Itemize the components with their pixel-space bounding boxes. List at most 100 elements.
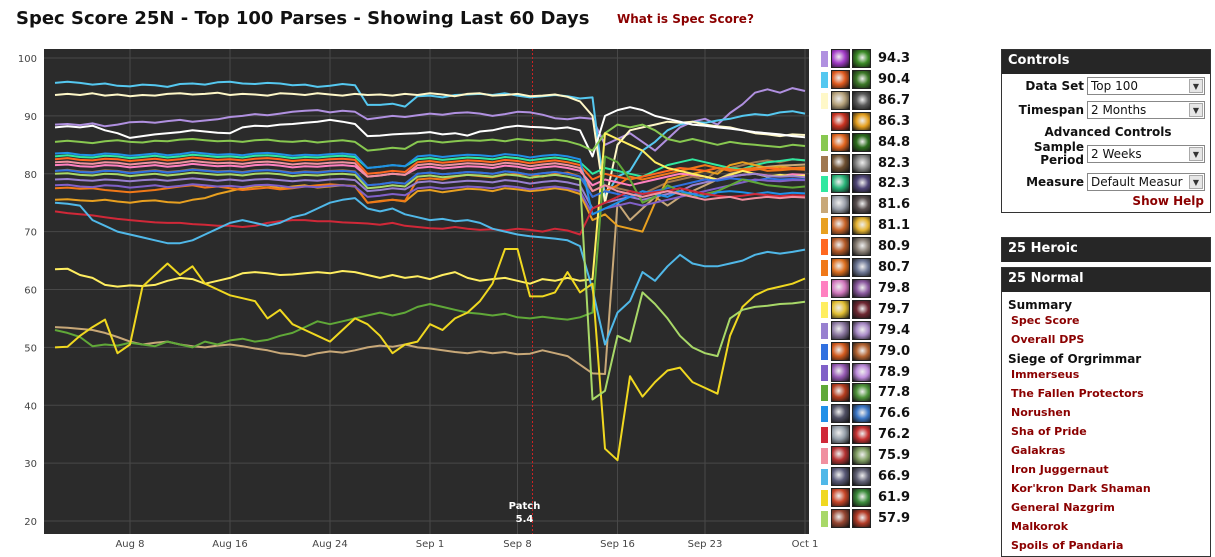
class-icon [831, 425, 850, 445]
series-line [54, 162, 806, 187]
series-line [54, 156, 806, 181]
legend-swatch [821, 92, 828, 109]
legend-swatch [821, 510, 828, 527]
y-tick-label: 50 [24, 343, 37, 354]
legend-row: 90.4 [821, 69, 916, 90]
legend-row: 86.3 [821, 111, 916, 132]
legend-row: 86.7 [821, 90, 916, 111]
boss-link[interactable]: General Nazgrim [1011, 501, 1115, 514]
x-tick-label: Aug 24 [312, 539, 347, 550]
legend-row: 79.0 [821, 341, 916, 362]
raid-section-label: Siege of Orgrimmar [1008, 352, 1142, 366]
series-line [54, 187, 806, 236]
legend-swatch [821, 301, 828, 318]
spec-icon [852, 195, 871, 215]
legend-value: 82.3 [878, 155, 911, 171]
sample-period-label: Sample Period [1033, 140, 1084, 167]
class-icon [831, 132, 850, 152]
spec-icon [852, 425, 871, 445]
spec-icon [852, 508, 871, 528]
legend-value: 80.9 [878, 239, 911, 255]
x-tick-label: Sep 1 [416, 539, 444, 550]
class-icon [831, 278, 850, 298]
legend-value: 80.7 [878, 260, 911, 275]
y-tick-label: 90 [24, 112, 37, 123]
legend-swatch [821, 489, 828, 506]
class-icon [831, 508, 850, 528]
legend-row: 79.4 [821, 320, 916, 341]
legend-row: 79.8 [821, 278, 916, 299]
patch-label: Patch [509, 501, 541, 512]
what-is-spec-score-link[interactable]: What is Spec Score? [617, 12, 754, 26]
legend-row: 81.1 [821, 216, 916, 236]
heroic-panel[interactable]: 25 Heroic [1001, 237, 1211, 262]
legend-value: 79.8 [878, 280, 911, 296]
boss-link[interactable]: Kor'kron Dark Shaman [1011, 482, 1151, 495]
boss-link[interactable]: Malkorok [1011, 520, 1069, 533]
class-icon [831, 362, 850, 382]
timespan-select[interactable]: 2 Months ▼ [1087, 101, 1205, 119]
legend-row: 76.2 [821, 425, 916, 445]
boss-link[interactable]: Galakras [1011, 444, 1066, 457]
spec-icon [852, 467, 871, 486]
summary-link[interactable]: Spec Score [1011, 314, 1080, 327]
series-line [54, 160, 806, 201]
legend-value: 86.7 [878, 92, 911, 108]
y-tick-label: 80 [24, 170, 37, 181]
measure-select[interactable]: Default Measur ▼ [1087, 173, 1205, 191]
class-icon [831, 487, 850, 507]
boss-link[interactable]: Norushen [1011, 406, 1071, 419]
legend-swatch [821, 448, 828, 465]
spec-icon [852, 299, 871, 319]
legend-row: 80.7 [821, 258, 916, 278]
legend-value: 82.3 [878, 176, 911, 192]
legend-swatch [821, 218, 828, 235]
legend-row: 79.7 [821, 299, 916, 320]
data-set-select[interactable]: Top 100 ▼ [1087, 77, 1205, 95]
series-line [54, 151, 806, 216]
legend-swatch [821, 197, 828, 214]
legend-swatch [821, 260, 828, 276]
y-tick-label: 40 [24, 401, 37, 412]
series-line [54, 106, 806, 158]
x-tick-label: Oct 1 [792, 539, 819, 550]
x-tick-label: Sep 23 [688, 539, 723, 550]
class-icon [831, 383, 850, 403]
legend-swatch [821, 51, 828, 67]
series-line [54, 248, 806, 462]
boss-link[interactable]: Sha of Pride [1011, 425, 1087, 438]
legend-swatch [821, 343, 828, 360]
series-line [54, 132, 806, 288]
spec-icon [852, 153, 871, 173]
y-tick-label: 70 [24, 228, 37, 239]
legend-value: 79.7 [878, 301, 911, 317]
boss-link[interactable]: Spoils of Pandaria [1011, 539, 1124, 552]
sample-period-select[interactable]: 2 Weeks ▼ [1087, 145, 1205, 163]
legend-value: 90.4 [878, 71, 911, 87]
legend-value: 75.9 [878, 448, 911, 464]
legend-row: 76.6 [821, 404, 916, 424]
legend-value: 79.0 [878, 343, 911, 359]
spec-score-chart: 20 30 40 50 60 70 80 90 100 Aug 8 Aug 16 Aug 24 Sep … [0, 44, 820, 552]
show-help-link[interactable]: Show Help [1132, 194, 1204, 208]
spec-icon [852, 404, 871, 424]
normal-heading[interactable]: 25 Normal [1002, 268, 1210, 292]
boss-link[interactable]: The Fallen Protectors [1011, 387, 1144, 400]
spec-icon [852, 320, 871, 340]
class-icon [831, 216, 850, 236]
legend-swatch [821, 280, 828, 297]
legend-row: 82.3 [821, 153, 916, 174]
legend-row: 84.8 [821, 132, 916, 153]
heroic-heading[interactable]: 25 Heroic [1002, 238, 1210, 262]
controls-panel: Controls Data Set Top 100 ▼ Timespan 2 M… [1001, 49, 1211, 213]
boss-link[interactable]: Iron Juggernaut [1011, 463, 1109, 476]
chevron-down-icon: ▼ [1189, 175, 1203, 189]
chart-svg: 20 30 40 50 60 70 80 90 100 Aug 8 Aug 16 Aug 24 Sep … [18, 49, 819, 550]
legend-swatch [821, 239, 828, 256]
spec-icon [852, 111, 871, 131]
class-icon [831, 320, 850, 340]
summary-link[interactable]: Overall DPS [1011, 333, 1085, 346]
series-line [54, 171, 806, 401]
boss-link[interactable]: Immerseus [1011, 368, 1080, 381]
series-line [54, 178, 805, 216]
